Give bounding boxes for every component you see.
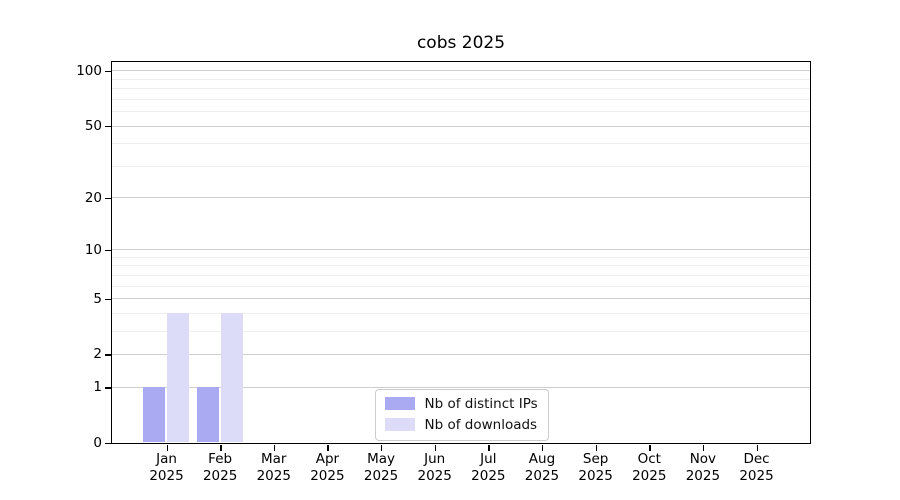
y-tick-label-10: 10 xyxy=(84,241,102,258)
x-tick-label-mar: Mar 2025 xyxy=(246,451,302,485)
x-tick-year-oct: 2025 xyxy=(632,468,667,484)
y-tick-5 xyxy=(105,298,111,300)
bar-distinct-ips-jan xyxy=(143,386,165,443)
gridline-major-20 xyxy=(111,197,810,199)
gridline-minor-60 xyxy=(111,111,810,113)
gridline-minor-9 xyxy=(111,256,810,258)
gridline-minor-80 xyxy=(111,88,810,90)
x-tick-year-aug: 2025 xyxy=(524,468,560,484)
gridline-major-1 xyxy=(111,386,810,388)
x-tick-nov xyxy=(702,444,705,451)
y-tick-label-100: 100 xyxy=(76,62,102,79)
x-tick-label-aug: Aug 2025 xyxy=(514,451,570,485)
x-tick-year-jan: 2025 xyxy=(149,468,184,484)
bar-downloads-feb xyxy=(220,312,243,443)
x-tick-apr xyxy=(327,444,329,451)
x-tick-year-apr: 2025 xyxy=(310,468,345,484)
x-tick-label-oct: Oct 2025 xyxy=(621,451,677,485)
x-tick-oct xyxy=(649,444,651,451)
x-tick-jun xyxy=(434,444,437,451)
gridline-major-10 xyxy=(111,249,810,251)
gridline-major-2 xyxy=(111,353,810,355)
legend: Nb of distinct IPs Nb of downloads xyxy=(374,388,549,441)
gridline-major-5 xyxy=(111,298,810,300)
x-tick-label-nov: Nov 2025 xyxy=(675,451,731,485)
legend-label-downloads: Nb of downloads xyxy=(424,416,538,433)
legend-swatch-distinct-ips xyxy=(384,397,415,410)
x-tick-jul xyxy=(488,444,490,451)
x-tick-sep xyxy=(595,444,597,451)
x-tick-label-may: May 2025 xyxy=(353,451,409,485)
legend-swatch-downloads xyxy=(384,418,415,431)
y-tick-10 xyxy=(105,249,111,252)
plot-area: Nb of distinct IPs Nb of downloads xyxy=(110,60,811,444)
legend-entry-downloads: Nb of downloads xyxy=(384,416,538,433)
y-tick-100 xyxy=(105,70,111,73)
legend-entry-distinct-ips: Nb of distinct IPs xyxy=(384,395,538,412)
x-tick-aug xyxy=(541,444,544,451)
x-tick-mar xyxy=(273,444,276,451)
x-tick-label-jul: Jul 2025 xyxy=(460,451,516,485)
y-tick-label-0: 0 xyxy=(93,435,102,451)
x-tick-year-feb: 2025 xyxy=(202,468,238,484)
bar-distinct-ips-feb xyxy=(196,386,219,443)
y-tick-label-20: 20 xyxy=(84,189,102,206)
gridline-minor-6 xyxy=(111,285,810,287)
x-tick-year-may: 2025 xyxy=(363,468,399,484)
y-tick-20 xyxy=(105,197,111,199)
gridline-minor-30 xyxy=(111,165,810,167)
x-tick-year-sep: 2025 xyxy=(578,468,613,484)
x-tick-year-dec: 2025 xyxy=(739,468,774,484)
gridlines-layer xyxy=(111,62,810,443)
y-tick-2 xyxy=(105,354,111,356)
x-tick-may xyxy=(381,444,383,451)
x-tick-year-jun: 2025 xyxy=(417,468,452,484)
x-tick-label-feb: Feb 2025 xyxy=(192,451,248,485)
gridline-major-100 xyxy=(111,70,810,72)
x-tick-year-jul: 2025 xyxy=(471,468,506,484)
x-tick-feb xyxy=(220,444,222,451)
y-tick-1 xyxy=(105,387,111,389)
gridline-minor-70 xyxy=(111,98,810,100)
bars-layer xyxy=(112,62,810,443)
x-tick-label-jun: Jun 2025 xyxy=(407,451,463,485)
y-tick-label-2: 2 xyxy=(93,346,102,363)
x-tick-label-sep: Sep 2025 xyxy=(568,451,624,485)
y-tick-label-5: 5 xyxy=(93,290,102,307)
chart-title: cobs 2025 xyxy=(416,33,506,53)
gridline-minor-40 xyxy=(111,143,810,145)
gridline-minor-7 xyxy=(111,274,810,276)
y-tick-50 xyxy=(105,126,111,128)
gridline-minor-3 xyxy=(111,330,810,332)
x-tick-dec xyxy=(756,444,758,451)
y-tick-label-1: 1 xyxy=(93,379,102,396)
y-tick-label-50: 50 xyxy=(84,118,102,135)
y-tick-0 xyxy=(105,443,111,445)
x-tick-label-apr: Apr 2025 xyxy=(299,451,355,485)
gridline-major-50 xyxy=(111,125,810,127)
gridline-minor-90 xyxy=(111,78,810,80)
x-tick-label-jan: Jan 2025 xyxy=(139,451,195,485)
x-tick-year-mar: 2025 xyxy=(256,468,291,484)
x-tick-jan xyxy=(166,444,168,451)
legend-label-distinct-ips: Nb of distinct IPs xyxy=(424,395,538,412)
gridline-minor-8 xyxy=(111,265,810,267)
bar-downloads-jan xyxy=(167,312,189,443)
x-tick-label-dec: Dec 2025 xyxy=(729,451,785,485)
x-tick-year-nov: 2025 xyxy=(685,468,721,484)
gridline-minor-4 xyxy=(111,312,810,314)
